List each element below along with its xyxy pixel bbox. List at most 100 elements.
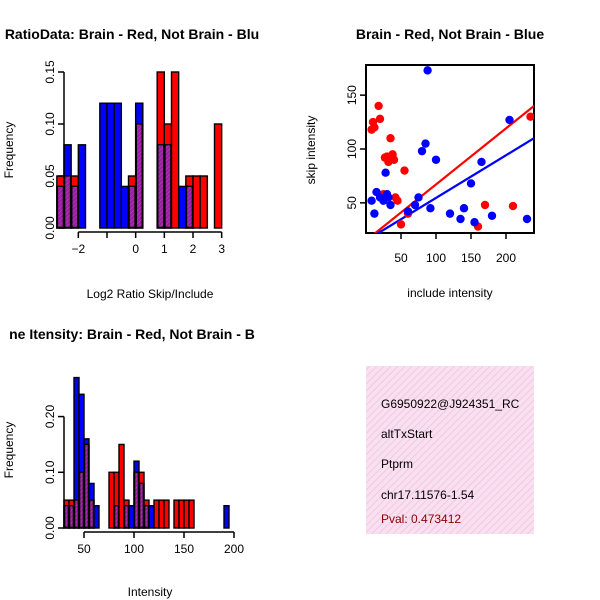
point-not-brain <box>410 200 420 210</box>
point-brain <box>370 123 379 132</box>
bar-overlap <box>69 505 74 528</box>
bar-not-brain <box>148 505 155 529</box>
point-brain <box>389 155 399 164</box>
x-tick-label: 2 <box>190 242 197 256</box>
bar-overlap <box>144 505 149 528</box>
bar-brain <box>199 175 209 229</box>
point-brain <box>400 166 409 175</box>
point-not-brain <box>459 204 469 213</box>
ratio-histogram-xlabel: Log2 Ratio Skip/Include <box>87 287 214 301</box>
x-tick-label: 1 <box>161 242 168 256</box>
scatter-xlabel: include intensity <box>407 286 492 300</box>
y-tick-label: 0.00 <box>43 216 57 240</box>
info-background <box>366 366 534 534</box>
point-not-brain <box>421 139 430 148</box>
ratio-histogram-panel: RatioData: Brain - Red, Not Brain - Blu … <box>2 26 259 301</box>
point-brain <box>374 101 383 111</box>
bar-overlap <box>71 185 79 228</box>
point-not-brain <box>423 66 432 75</box>
x-tick-label: 200 <box>496 251 516 265</box>
intensity-histogram-axes: 0.00 0.10 0.20 50 100 150 200 <box>43 405 244 556</box>
bar-overlap <box>157 144 165 228</box>
point-not-brain <box>466 179 476 188</box>
point-not-brain <box>477 157 486 167</box>
x-tick-label: 100 <box>124 542 144 556</box>
bar-overlap <box>114 505 119 528</box>
bar-overlap <box>128 185 136 228</box>
bar-overlap <box>164 144 172 228</box>
intensity-histogram-ylabel: Frequency <box>2 422 16 479</box>
point-not-brain <box>417 146 427 156</box>
bar-overlap <box>89 499 94 528</box>
y-tick-label: 0.00 <box>43 516 57 540</box>
bar-overlap <box>185 185 193 228</box>
bar-not-brain <box>120 185 130 229</box>
bar-overlap <box>79 471 84 528</box>
info-gene: Ptprm <box>381 457 413 471</box>
scatter-axes: 50 100 150 200 50 100 150 <box>345 85 516 265</box>
point-not-brain <box>384 193 393 202</box>
fit-line-not-brain <box>376 137 534 233</box>
intensity-histogram-bars <box>63 376 230 529</box>
y-tick-label: 0.10 <box>43 460 57 484</box>
y-tick-label: 0.05 <box>43 164 57 188</box>
x-tick-label: −2 <box>71 242 85 256</box>
bar-overlap <box>74 499 79 528</box>
bar-brain <box>170 71 180 229</box>
ratio-histogram-bars <box>56 71 223 229</box>
info-event-type: altTxStart <box>381 427 433 441</box>
point-not-brain <box>470 218 479 227</box>
bar-brain <box>213 123 223 229</box>
point-brain <box>508 201 518 211</box>
point-brain <box>396 220 406 229</box>
point-not-brain <box>370 209 379 218</box>
point-not-brain <box>426 204 435 213</box>
bar-not-brain <box>77 144 87 229</box>
bar-not-brain <box>128 505 135 529</box>
point-not-brain <box>456 214 465 224</box>
y-tick-label: 0.15 <box>43 60 57 84</box>
x-tick-label: 50 <box>394 251 408 265</box>
bar-overlap <box>139 482 144 528</box>
point-brain <box>526 112 534 121</box>
info-pval: Pval: 0.473412 <box>381 512 461 526</box>
point-brain <box>386 134 395 143</box>
intensity-scatter-panel: Brain - Red, Not Brain - Blue 50 100 150 20… <box>304 26 544 300</box>
bar-overlap <box>124 505 129 528</box>
y-tick-label: 50 <box>345 196 359 210</box>
fit-line-brain <box>373 105 534 233</box>
bar-overlap <box>64 175 72 228</box>
point-not-brain <box>505 115 514 125</box>
point-not-brain <box>487 211 497 220</box>
bar-brain <box>118 443 125 529</box>
point-not-brain <box>381 168 390 177</box>
x-tick-label: 50 <box>77 542 91 556</box>
point-not-brain <box>367 196 376 205</box>
bar-overlap <box>134 471 139 528</box>
ratio-histogram-axes: 0.00 0.05 0.10 0.15 −2 0 1 2 3 <box>43 60 225 256</box>
bar-not-brain <box>113 102 123 229</box>
y-tick-label: 0.20 <box>43 405 57 429</box>
x-tick-label: 200 <box>224 542 244 556</box>
bar-brain <box>158 499 165 529</box>
bar-brain <box>173 499 180 529</box>
bar-not-brain <box>223 505 230 529</box>
info-location: chr17.11576-1.54 <box>381 488 475 502</box>
bar-brain <box>188 499 195 529</box>
point-brain <box>480 200 490 210</box>
intensity-histogram-xlabel: Intensity <box>128 585 173 599</box>
bar-overlap <box>84 443 89 528</box>
scatter-points <box>367 66 534 233</box>
point-not-brain <box>522 214 532 224</box>
ratio-histogram-title: RatioData: Brain - Red, Not Brain - Blu <box>5 26 259 42</box>
bar-not-brain <box>106 102 115 229</box>
point-brain <box>393 196 402 205</box>
point-not-brain <box>386 200 395 210</box>
x-tick-label: 150 <box>461 251 481 265</box>
y-tick-label: 100 <box>345 139 359 159</box>
bar-overlap <box>135 123 143 228</box>
bar-brain <box>163 499 170 529</box>
bar-brain <box>183 499 190 529</box>
x-tick-label: 0 <box>132 242 139 256</box>
